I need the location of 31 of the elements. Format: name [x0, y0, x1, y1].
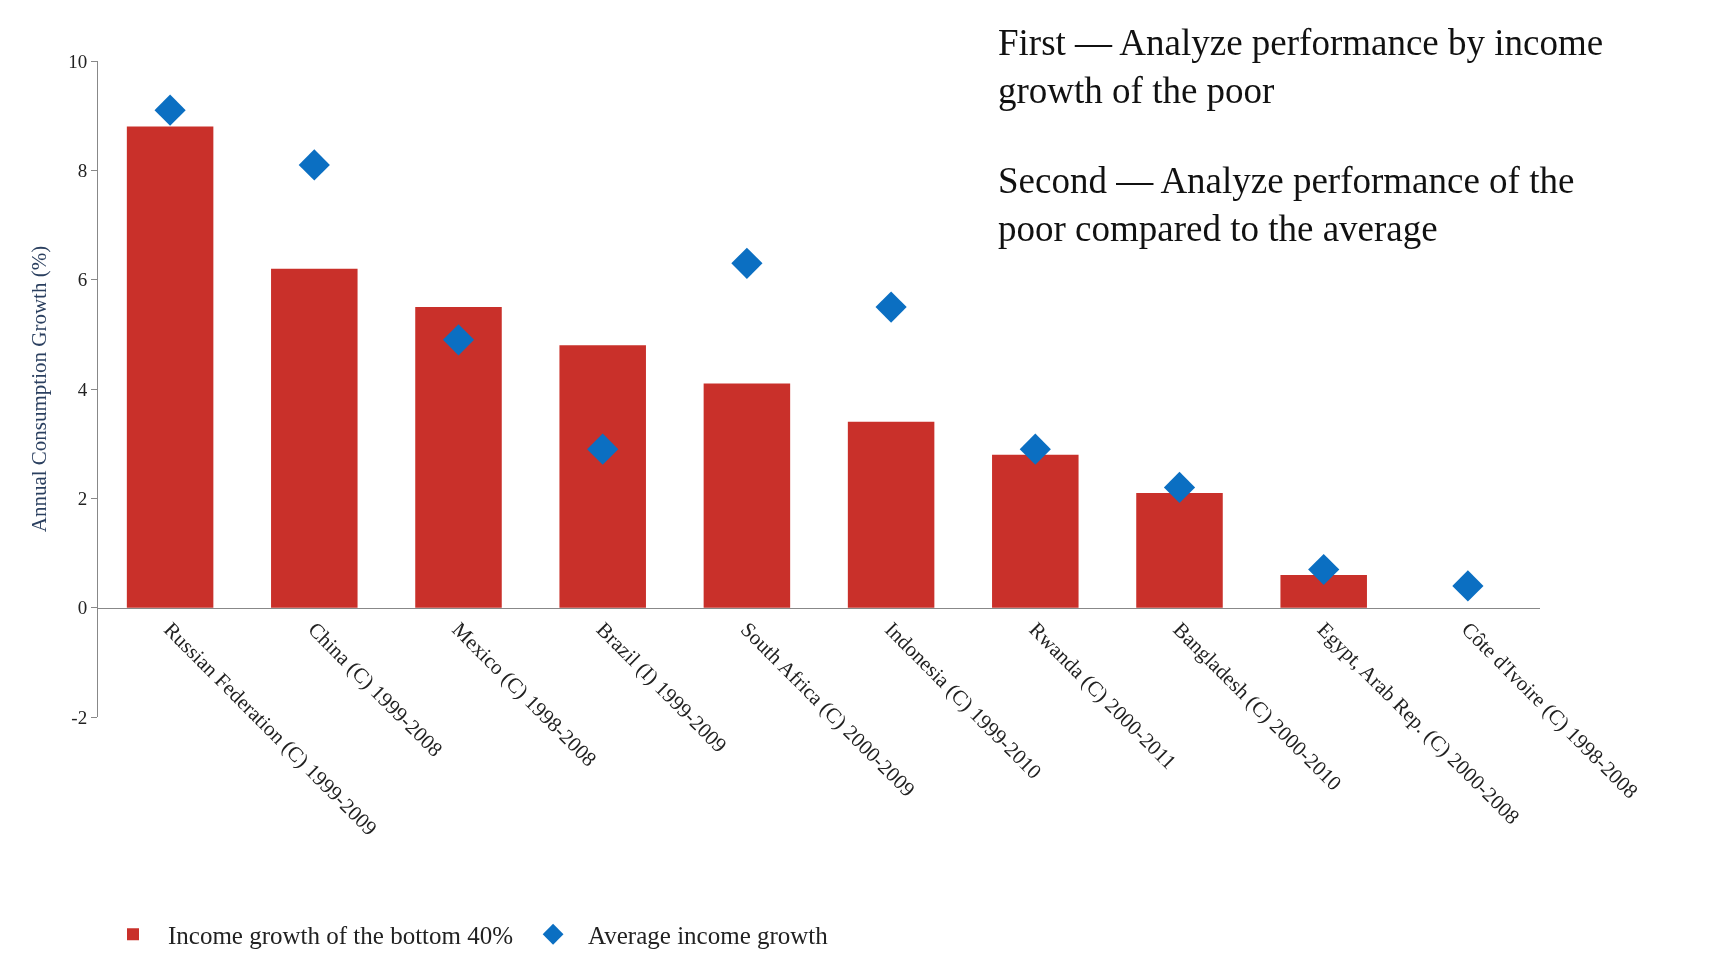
point	[1308, 553, 1340, 586]
bar	[847, 421, 935, 608]
bar	[1280, 574, 1367, 608]
point	[298, 149, 330, 181]
bar	[703, 383, 791, 608]
y-tick-label: -2	[71, 706, 88, 728]
point	[1452, 570, 1484, 602]
bar	[992, 454, 1079, 608]
bar	[126, 126, 214, 608]
y-tick-label: 6	[77, 269, 88, 291]
y-tick-label: 8	[77, 160, 88, 181]
y-tick-label: 4	[77, 378, 88, 400]
point	[442, 324, 475, 356]
y-axis-title: Annual Consumption Growth (%)	[27, 245, 52, 533]
point	[154, 94, 186, 126]
point	[875, 291, 907, 323]
bar	[1136, 492, 1223, 608]
annotation: First — Analyze performance by income growth of the poor	[998, 22, 1604, 112]
bar	[415, 307, 502, 608]
point	[731, 247, 763, 279]
y-tick-label: 10	[68, 50, 88, 72]
y-tick-label: 2	[77, 488, 88, 510]
point	[587, 433, 619, 465]
annotation: Second — Analyze performance of the poor compared to the average	[998, 160, 1575, 250]
point	[1019, 433, 1051, 465]
legend-label: Average income growth	[588, 922, 829, 949]
legend-label: Income growth of the bottom 40%	[168, 922, 514, 949]
y-tick-label: 0	[77, 597, 88, 619]
bar	[559, 345, 646, 608]
bar	[271, 268, 358, 608]
point	[1163, 471, 1196, 504]
